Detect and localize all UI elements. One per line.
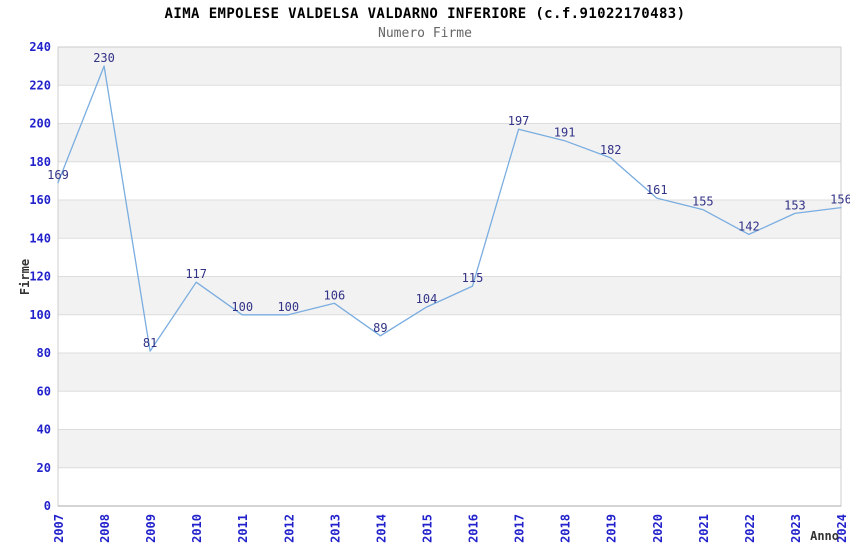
x-tick-label: 2012 bbox=[282, 514, 296, 543]
y-tick-label: 220 bbox=[29, 78, 51, 92]
value-label: 89 bbox=[373, 321, 387, 335]
y-axis-title: Firme bbox=[18, 259, 32, 295]
y-tick-label: 240 bbox=[29, 40, 51, 54]
x-tick-label: 2020 bbox=[651, 514, 665, 543]
plot-band bbox=[58, 276, 841, 315]
y-tick-label: 160 bbox=[29, 193, 51, 207]
value-label: 106 bbox=[324, 288, 346, 302]
value-label: 182 bbox=[600, 143, 622, 157]
y-tick-label: 0 bbox=[44, 499, 51, 513]
y-tick-label: 100 bbox=[29, 308, 51, 322]
value-label: 142 bbox=[738, 219, 760, 233]
value-label: 156 bbox=[830, 193, 850, 207]
value-label: 100 bbox=[231, 300, 253, 314]
x-tick-label: 2013 bbox=[328, 514, 342, 543]
x-tick-label: 2016 bbox=[467, 514, 481, 543]
x-tick-label: 2008 bbox=[98, 514, 112, 543]
series-line bbox=[57, 65, 842, 352]
y-tick-label: 180 bbox=[29, 155, 51, 169]
y-tick-label: 40 bbox=[37, 423, 51, 437]
value-label: 117 bbox=[185, 267, 207, 281]
x-tick-label: 2014 bbox=[374, 514, 388, 543]
chart-title: AIMA EMPOLESE VALDELSA VALDARNO INFERIOR… bbox=[164, 6, 686, 22]
y-tick-label: 120 bbox=[29, 270, 51, 284]
x-tick-label: 2009 bbox=[144, 514, 158, 543]
x-axis-title: Anno bbox=[810, 529, 839, 543]
value-label: 155 bbox=[692, 195, 714, 209]
plot-band bbox=[58, 123, 841, 162]
x-tick-label: 2018 bbox=[559, 514, 573, 543]
y-tick-label: 20 bbox=[37, 461, 51, 475]
x-tick-label: 2007 bbox=[52, 514, 66, 543]
y-tick-label: 80 bbox=[37, 346, 51, 360]
x-tick-label: 2019 bbox=[605, 514, 619, 543]
plot-band bbox=[58, 429, 841, 468]
plot-band bbox=[58, 200, 841, 239]
value-label: 191 bbox=[554, 126, 576, 140]
x-tick-label: 2023 bbox=[789, 514, 803, 543]
value-label: 230 bbox=[93, 51, 115, 65]
x-tick-label: 2022 bbox=[743, 514, 757, 543]
plot-band bbox=[58, 353, 841, 392]
plot-band bbox=[58, 47, 841, 86]
value-label: 169 bbox=[47, 168, 69, 182]
y-tick-label: 60 bbox=[37, 384, 51, 398]
value-label: 81 bbox=[143, 336, 157, 350]
y-tick-label: 140 bbox=[29, 231, 51, 245]
x-tick-label: 2024 bbox=[835, 514, 849, 543]
x-tick-label: 2017 bbox=[513, 514, 527, 543]
value-label: 104 bbox=[416, 292, 438, 306]
value-label: 161 bbox=[646, 183, 668, 197]
x-tick-label: 2021 bbox=[697, 514, 711, 543]
x-tick-label: 2010 bbox=[190, 514, 204, 543]
value-label: 100 bbox=[277, 300, 299, 314]
value-label: 197 bbox=[508, 114, 530, 128]
y-tick-label: 200 bbox=[29, 117, 51, 131]
chart-subtitle: Numero Firme bbox=[378, 26, 472, 41]
x-tick-label: 2015 bbox=[420, 514, 434, 543]
value-label: 153 bbox=[784, 198, 806, 212]
value-label: 115 bbox=[462, 271, 484, 285]
x-tick-label: 2011 bbox=[236, 514, 250, 543]
